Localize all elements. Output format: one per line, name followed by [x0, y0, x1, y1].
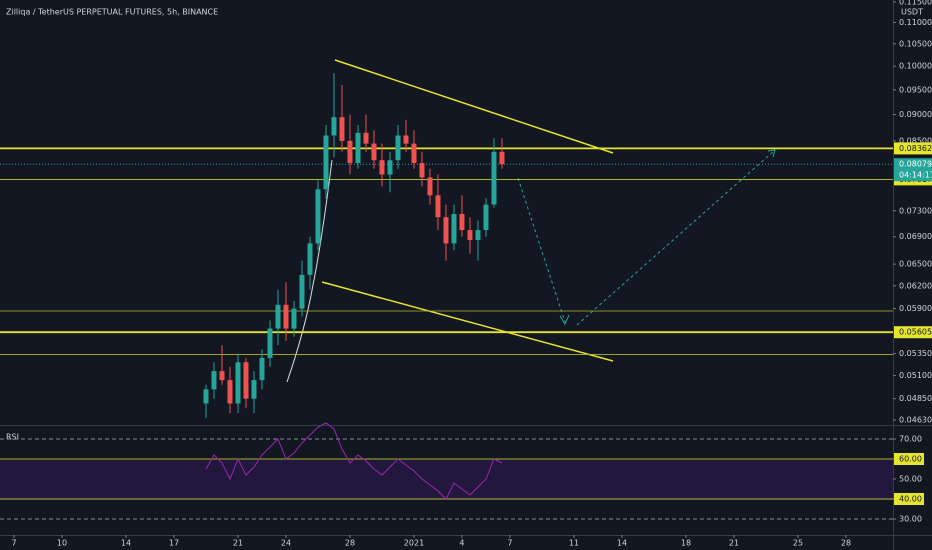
x-tick-label: 2021	[404, 539, 424, 548]
candle-body	[379, 160, 385, 175]
y-tick-label: 0.06900	[899, 232, 932, 241]
level-label: 0.05605	[899, 328, 932, 337]
y-tick-label: 0.04850	[899, 394, 932, 403]
candle-body	[291, 308, 297, 329]
candle-body	[459, 213, 465, 231]
candle-body	[251, 380, 257, 399]
candle-body	[283, 304, 289, 329]
candle-body	[491, 151, 497, 205]
candle-body	[443, 217, 449, 244]
candle-body	[323, 135, 329, 190]
y-tick-label: 0.10500	[899, 39, 932, 48]
y-tick-label: 70.00	[899, 435, 922, 444]
rsi-title: RSI	[6, 433, 19, 442]
candle-body	[203, 389, 209, 404]
candle-body	[259, 357, 265, 381]
x-tick-label: 14	[121, 539, 131, 548]
candle-body	[347, 140, 353, 164]
candle-body	[411, 143, 417, 164]
candle-body	[435, 195, 441, 218]
y-tick-label: 0.07300	[899, 206, 932, 215]
candle-body	[483, 204, 489, 231]
candle-body	[227, 380, 233, 404]
y-tick-label: 0.09000	[899, 110, 932, 119]
candle-body	[451, 213, 457, 244]
y-tick-label: 0.06500	[899, 260, 932, 269]
candle-body	[355, 132, 361, 164]
rsi-level-bg	[894, 453, 924, 465]
axis-unit: USDT	[901, 8, 923, 17]
y-tick-label: 0.04630	[899, 416, 932, 425]
y-tick-label: 0.11000	[899, 18, 932, 27]
candle-body	[219, 371, 225, 381]
x-tick-label: 14	[617, 539, 627, 548]
candle-body	[299, 274, 305, 309]
candle-body	[371, 143, 377, 161]
candle-body	[243, 362, 249, 399]
x-tick-label: 10	[57, 539, 67, 548]
x-tick-label: 21	[233, 539, 243, 548]
candle-body	[339, 117, 345, 141]
y-tick-label: 0.08500	[899, 136, 932, 145]
candle-body	[363, 132, 369, 144]
curve-drawing	[286, 159, 333, 383]
x-tick-label: 28	[345, 539, 355, 548]
x-tick-label: 17	[169, 539, 179, 548]
x-tick-label: 25	[793, 539, 803, 548]
y-tick-label: 0.05350	[899, 349, 932, 358]
countdown: 04:14:17	[899, 171, 932, 180]
projection	[576, 149, 776, 326]
y-tick-label: 0.10000	[899, 62, 932, 71]
x-tick-label: 24	[281, 539, 291, 548]
x-tick-label: 7	[507, 539, 512, 548]
candle-body	[315, 189, 321, 244]
y-tick-label: 40.00	[899, 495, 922, 504]
rsi-line	[205, 422, 503, 500]
level-label-bg	[894, 142, 932, 155]
y-tick-label: 0.05100	[899, 371, 932, 380]
projection	[517, 177, 566, 323]
x-tick-label: 11	[569, 539, 579, 548]
candle-body	[475, 230, 481, 241]
x-tick-label: 21	[729, 539, 739, 548]
y-tick-label: 0.11500	[899, 0, 932, 6]
rsi-level-bg	[894, 493, 924, 505]
y-tick-label: 0.09500	[899, 85, 932, 94]
arrow-head	[767, 149, 776, 158]
level-label: 0.08362	[899, 144, 932, 153]
candle-body	[499, 151, 505, 165]
y-tick-label: 0.05900	[899, 304, 932, 313]
arrow-head	[559, 314, 570, 326]
rsi-band	[0, 460, 893, 500]
level-label-bg	[894, 326, 932, 339]
candle-body	[427, 177, 433, 196]
x-tick-label: 4	[459, 539, 464, 548]
candle-body	[387, 160, 393, 175]
candle-body	[403, 135, 409, 144]
candle-body	[395, 135, 401, 161]
y-tick-label: 50.00	[899, 475, 922, 484]
y-tick-label: 30.00	[899, 515, 922, 524]
candle-body	[467, 230, 473, 241]
candle-body	[235, 362, 241, 404]
x-tick-label: 7	[11, 539, 16, 548]
candle-body	[211, 371, 217, 390]
last-price-label: 0.08079	[899, 160, 932, 169]
y-tick-label: 0.06200	[899, 281, 932, 290]
x-tick-label: 18	[681, 539, 691, 548]
candle-body	[275, 304, 281, 329]
y-tick-label: 60.00	[899, 455, 922, 464]
candle-body	[419, 163, 425, 178]
chart-title: Zilliqa / TetherUS PERPETUAL FUTURES, 5h…	[6, 8, 218, 17]
candle-body	[331, 117, 337, 136]
x-tick-label: 28	[841, 539, 851, 548]
trend-line	[334, 59, 614, 154]
trend-line	[321, 281, 614, 362]
candle-body	[267, 328, 273, 358]
candle-body	[307, 243, 313, 275]
last-price-bg	[894, 158, 932, 182]
